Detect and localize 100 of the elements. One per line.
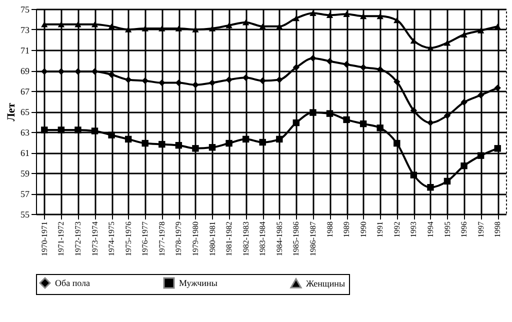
y-tick-label: 61 [20,148,30,158]
x-tick-label: 1973-1974 [90,222,100,256]
point [292,119,300,126]
point [310,10,316,16]
x-tick-label: 1976-1977 [140,222,150,256]
point [494,145,501,152]
point [310,54,316,62]
point [444,40,451,46]
x-tick-label: 1974-1975 [107,222,116,256]
point [394,78,400,86]
x-tick-label: 1970-1971 [40,222,49,256]
point [58,21,65,28]
point [124,76,132,84]
point [276,24,283,30]
point [460,32,468,38]
point [192,81,199,88]
x-tick-label: 1984-1985 [274,222,284,256]
x-tick-label: 1978-1979 [174,222,184,256]
x-tick-label: 1985-1986 [292,222,301,256]
point [326,58,334,65]
point [208,79,216,86]
point [242,136,250,143]
x-tick-label: 1989 [342,222,352,238]
point [91,128,98,134]
point [460,162,468,170]
point [326,12,334,18]
legend-label: Женщины [306,278,346,288]
point [192,145,199,152]
point [444,178,451,185]
point [242,74,250,82]
point [276,136,283,143]
y-tick-label: 73 [20,25,30,35]
point [343,60,350,68]
point [226,140,232,147]
point [91,68,98,75]
point [142,77,148,84]
point [41,21,48,28]
x-tick-label: 1990 [358,222,368,238]
point [410,38,418,44]
point [477,152,484,159]
point [158,79,166,86]
point [226,76,232,84]
point [175,79,182,86]
point [226,22,232,28]
y-tick-label: 63 [20,128,30,138]
x-tick-label: 1971-1972 [56,222,66,256]
point [427,45,434,51]
point [394,17,400,24]
y-tick-label: 75 [20,4,30,14]
x-tick-label: 1986-1987 [308,222,318,256]
point [91,21,98,28]
point [208,144,216,151]
point [259,138,266,146]
point [376,124,384,132]
point [242,19,250,26]
x-tick-label: 1992 [392,222,402,238]
point [292,64,300,71]
point [360,64,367,71]
x-tick-label: 1972-1973 [73,222,82,256]
point [427,184,434,191]
x-tick-label: 1994 [426,222,435,238]
point [276,76,283,84]
point [58,126,65,134]
point [74,21,82,28]
point [376,66,384,73]
x-tick-label: 1991 [376,222,385,238]
point [326,110,334,117]
x-tick-label: 1977-1978 [157,222,166,256]
point [494,84,501,92]
point [175,26,182,32]
point [394,140,400,147]
point [208,26,216,32]
legend-label: Мужчины [179,278,218,288]
point [124,136,132,143]
y-tick-label: 65 [20,107,30,117]
point [360,13,367,20]
point [41,68,48,75]
point [310,109,316,116]
point [427,119,434,126]
point [142,26,148,32]
point [124,26,132,32]
point [410,107,418,114]
point [343,116,350,124]
x-tick-label: 1996 [460,222,469,238]
point [142,140,148,147]
y-axis-title: Лет [6,102,18,122]
point [108,71,115,78]
point [410,172,418,178]
y-tick-label: 57 [20,189,30,199]
point [343,11,350,18]
point [74,126,82,134]
x-tick-label: 1988 [325,222,334,238]
x-tick-label: 1980-1981 [208,222,217,256]
point [175,142,182,149]
point [460,98,468,106]
legend-label: Оба пола [55,278,90,288]
x-tick-label: 1982-1983 [241,222,250,256]
x-tick-label: 1975-1976 [124,222,133,256]
point [158,26,166,32]
point [41,126,48,134]
